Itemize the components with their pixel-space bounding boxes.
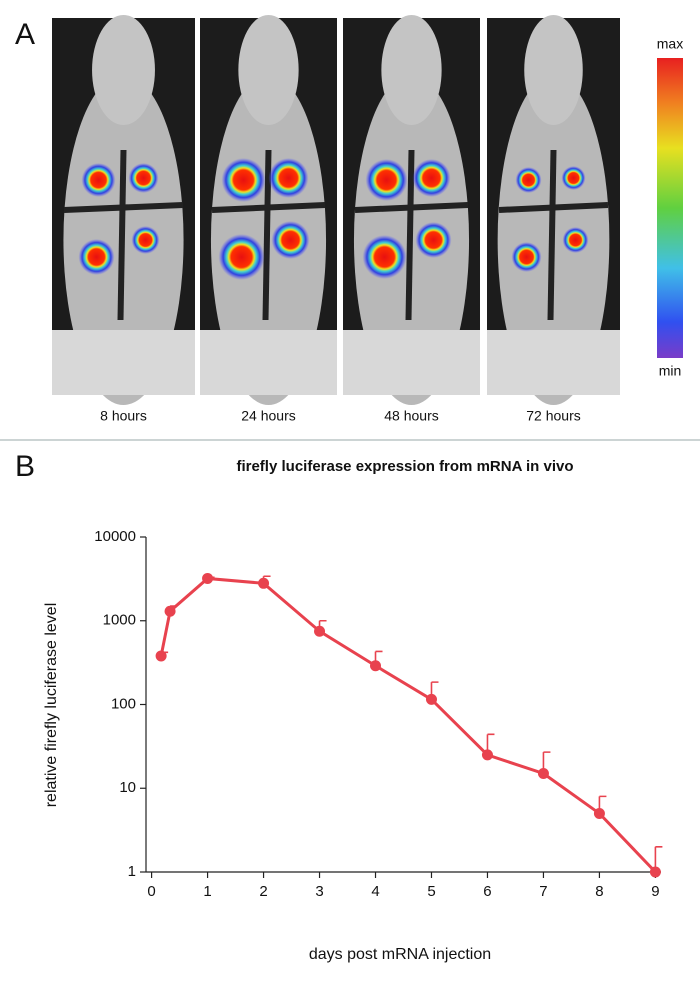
signal-spot [365, 159, 408, 201]
tail-lower [343, 330, 480, 395]
x-tick-label: 5 [427, 883, 435, 900]
signal-spot [128, 163, 159, 193]
mouse-head [524, 15, 583, 125]
data-point [649, 866, 661, 878]
tail-lower [200, 330, 337, 395]
x-axis-label: days post mRNA injection [309, 946, 491, 963]
signal-spot [415, 222, 452, 258]
marker-v [405, 149, 415, 321]
image-caption: 8 hours [100, 408, 147, 424]
data-point [314, 625, 326, 637]
signal-spot [412, 159, 451, 197]
x-tick-label: 7 [539, 883, 547, 900]
image-caption: 24 hours [241, 408, 295, 424]
data-point [202, 572, 214, 584]
x-tick-label: 0 [147, 883, 155, 900]
signal-spot [268, 158, 309, 198]
mouse-head [381, 15, 442, 125]
mouse-head [92, 15, 155, 125]
y-tick-label: 10000 [94, 528, 136, 545]
marker-v [262, 149, 272, 321]
x-tick-label: 8 [595, 883, 603, 900]
signal-spot [515, 167, 542, 193]
tail-lower [52, 330, 195, 395]
marker-v [547, 149, 557, 321]
data-line [159, 576, 657, 874]
x-tick-label: 6 [483, 883, 491, 900]
mouse-head [238, 15, 299, 125]
y-tick-label: 1000 [103, 612, 136, 629]
y-tick-label: 1 [128, 863, 136, 880]
x-tick-label: 2 [259, 883, 267, 900]
y-axis-label: relative firefly luciferase level [43, 603, 60, 808]
signal-spot [218, 234, 265, 280]
signal-spot [561, 166, 586, 190]
x-tick-label: 3 [315, 883, 323, 900]
data-point [155, 650, 167, 662]
signal-spot [362, 235, 407, 279]
signal-spot [511, 242, 542, 272]
data-point [258, 577, 270, 589]
chart-title: firefly luciferase expression from mRNA … [236, 458, 573, 475]
data-point [370, 660, 382, 672]
x-tick-label: 4 [371, 883, 379, 900]
image-caption: 48 hours [384, 408, 438, 424]
signal-spot [562, 227, 589, 253]
x-tick-label: 1 [203, 883, 211, 900]
mouse-images [52, 15, 620, 405]
signal-spot [221, 158, 266, 202]
data-point [593, 807, 605, 819]
scale-max: max [657, 36, 683, 52]
signal-spot [78, 239, 115, 275]
signal-spot [131, 226, 160, 254]
color-scale [657, 58, 683, 358]
data-point [481, 749, 493, 761]
y-tick-label: 10 [119, 779, 136, 796]
x-tick-label: 9 [651, 883, 659, 900]
panel-label: A [15, 18, 35, 51]
image-caption: 72 hours [526, 408, 580, 424]
marker-v [117, 149, 127, 321]
panel-label: B [15, 450, 35, 483]
signal-spot [271, 221, 310, 259]
data-point [537, 768, 549, 780]
data-point [425, 693, 437, 705]
tail-lower [487, 330, 620, 395]
data-point [164, 605, 176, 617]
y-tick-label: 100 [111, 695, 136, 712]
signal-spot [81, 163, 116, 197]
scale-min: min [659, 363, 682, 379]
